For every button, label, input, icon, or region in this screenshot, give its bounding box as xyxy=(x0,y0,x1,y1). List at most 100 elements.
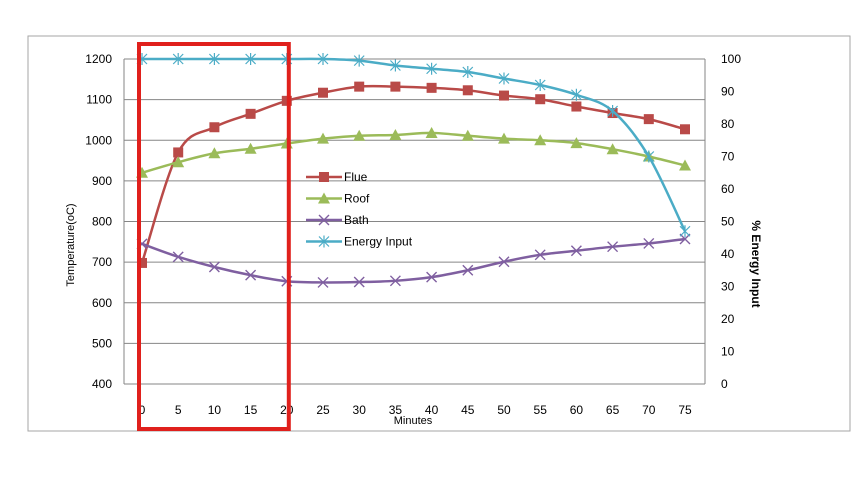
x-tick-label: 30 xyxy=(353,403,367,417)
x-tick-label: 15 xyxy=(244,403,258,417)
legend-label: Bath xyxy=(344,213,369,227)
data-point xyxy=(461,129,474,141)
y2-tick-label: 70 xyxy=(721,150,735,164)
data-point xyxy=(318,87,328,98)
data-point xyxy=(245,269,257,281)
data-point xyxy=(570,88,582,101)
data-point xyxy=(426,271,438,283)
data-point xyxy=(172,156,185,168)
data-point xyxy=(172,251,184,263)
legend-label: Energy Input xyxy=(344,235,413,249)
data-point xyxy=(208,53,220,65)
y-tick-label: 900 xyxy=(92,174,112,188)
series-line xyxy=(142,57,687,232)
legend-label: Roof xyxy=(344,192,370,206)
y2-tick-label: 60 xyxy=(721,182,735,196)
data-point xyxy=(679,159,691,171)
legend-marker xyxy=(318,235,330,248)
data-point xyxy=(390,81,401,92)
data-point xyxy=(570,137,583,149)
y2-tick-label: 30 xyxy=(721,280,735,294)
data-point xyxy=(499,90,509,101)
data-point xyxy=(245,53,257,65)
data-point xyxy=(679,225,691,238)
data-point xyxy=(607,105,619,117)
series-line xyxy=(140,84,686,264)
data-point xyxy=(173,147,184,158)
data-point xyxy=(353,54,365,67)
data-point xyxy=(571,101,582,112)
x-tick-label: 70 xyxy=(642,403,656,417)
data-point xyxy=(317,276,329,288)
data-point xyxy=(498,132,510,144)
y-tick-label: 1100 xyxy=(86,93,112,107)
legend-marker xyxy=(318,214,330,226)
x-tick-label: 50 xyxy=(497,403,511,417)
y2-tick-label: 100 xyxy=(721,52,741,66)
data-point xyxy=(317,132,329,144)
legend-label: Flue xyxy=(344,170,368,184)
data-point xyxy=(389,59,401,72)
data-point xyxy=(607,241,619,253)
y2-tick-label: 40 xyxy=(721,247,735,261)
x-tick-label: 25 xyxy=(316,403,330,417)
data-point xyxy=(643,114,654,125)
series-bath xyxy=(136,233,691,288)
data-point xyxy=(354,81,365,92)
x-tick-label: 55 xyxy=(534,403,548,417)
y2-tick-label: 10 xyxy=(721,345,735,359)
x-tick-label: 35 xyxy=(389,403,403,417)
legend-item: Bath xyxy=(306,213,369,227)
data-point xyxy=(643,237,655,249)
x-tick-label: 10 xyxy=(208,403,222,417)
data-point xyxy=(534,249,546,261)
data-point xyxy=(281,95,292,106)
y-tick-label: 1200 xyxy=(85,52,112,66)
y2-tick-label: 90 xyxy=(721,85,735,99)
x-tick-label: 45 xyxy=(461,403,475,417)
series-line xyxy=(141,237,686,284)
data-point xyxy=(389,128,402,140)
y2-tick-label: 20 xyxy=(721,312,735,326)
x-tick-label: 60 xyxy=(570,403,584,417)
data-point xyxy=(643,150,655,163)
data-point xyxy=(244,142,257,154)
data-point xyxy=(462,264,474,276)
data-point xyxy=(425,126,438,138)
highlight-box xyxy=(137,42,291,431)
data-point xyxy=(570,245,582,257)
y-tick-label: 800 xyxy=(92,215,112,229)
legend: Flue Roof Bath Energy Input xyxy=(306,170,413,249)
y2-tick-label: 0 xyxy=(721,377,728,391)
data-point xyxy=(426,62,438,75)
y-tick-label: 700 xyxy=(92,255,112,269)
y-tick-label: 600 xyxy=(92,296,112,310)
y-axis-title: Temperature(oC) xyxy=(65,203,77,286)
data-point xyxy=(389,275,401,287)
legend-item: Energy Input xyxy=(306,235,413,249)
legend-item: Roof xyxy=(306,192,370,206)
data-point xyxy=(208,261,220,273)
x-tick-label: 0 xyxy=(139,403,146,417)
data-point xyxy=(462,85,473,96)
data-point xyxy=(353,276,365,288)
series-line xyxy=(141,131,686,174)
legend-marker xyxy=(319,172,329,182)
legend-marker xyxy=(318,192,330,204)
data-point xyxy=(462,66,474,78)
data-point xyxy=(534,134,547,146)
data-point xyxy=(172,53,184,65)
data-point xyxy=(534,79,546,91)
data-point xyxy=(498,256,510,268)
data-point xyxy=(535,94,546,105)
x-tick-label: 40 xyxy=(425,403,439,417)
y-tick-label: 500 xyxy=(92,336,112,350)
data-point xyxy=(208,147,221,159)
y2-axis-title: % Energy Input xyxy=(749,220,763,307)
data-point xyxy=(353,129,366,141)
data-point xyxy=(426,82,437,93)
x-tick-label: 5 xyxy=(175,403,182,417)
y2-tick-label: 80 xyxy=(721,117,735,131)
